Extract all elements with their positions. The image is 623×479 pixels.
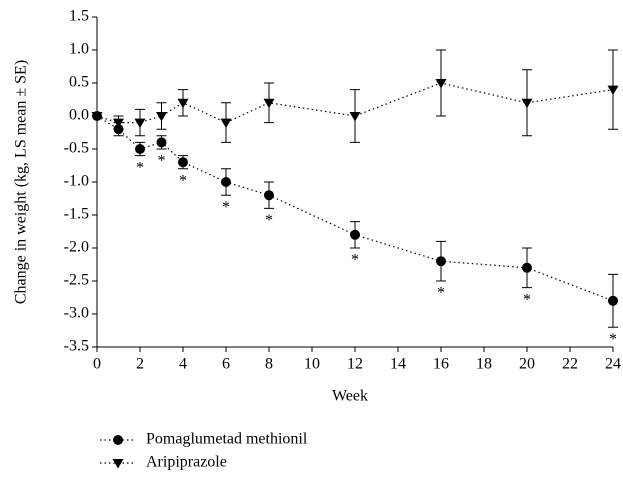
significance-mark: * (609, 331, 617, 348)
significance-mark: * (523, 291, 531, 308)
y-tick-label: -2.0 (64, 239, 89, 256)
y-tick-label: -2.5 (64, 272, 89, 289)
significance-mark: * (136, 159, 144, 176)
point (134, 118, 146, 129)
y-tick-label: -3.0 (64, 305, 89, 322)
significance-mark: * (179, 172, 187, 189)
point (178, 157, 188, 168)
point (113, 118, 124, 129)
legend-label: Pomaglumetad methionil (146, 431, 308, 448)
point (435, 79, 447, 89)
x-tick-label: 6 (222, 356, 230, 373)
point (220, 118, 232, 129)
point (177, 98, 189, 109)
significance-mark: * (158, 153, 166, 170)
point (135, 144, 145, 154)
significance-mark: * (351, 252, 359, 269)
x-tick-label: 22 (562, 356, 578, 373)
series-line (96, 82, 614, 124)
x-tick-label: 20 (519, 356, 535, 373)
x-tick-label: 10 (304, 356, 320, 373)
point (349, 112, 361, 122)
x-axis-label: Week (332, 388, 368, 405)
point (156, 112, 167, 122)
x-tick-label: 14 (390, 356, 406, 373)
x-tick-label: 0 (93, 356, 101, 373)
point (436, 256, 446, 267)
significance-mark: * (437, 285, 445, 302)
y-tick-label: 1.5 (69, 8, 89, 25)
y-tick-label: -1.0 (64, 173, 89, 190)
point (350, 229, 360, 240)
point (91, 112, 103, 122)
x-tick-label: 4 (179, 356, 187, 373)
x-tick-label: 8 (265, 356, 273, 373)
y-tick-label: 1.0 (69, 41, 89, 58)
point (221, 177, 231, 187)
series-line (96, 115, 614, 302)
x-tick-label: 2 (136, 356, 144, 373)
x-tick-label: 16 (433, 356, 449, 373)
point (522, 262, 532, 273)
legend-marker (113, 435, 123, 445)
x-tick-label: 18 (476, 356, 492, 373)
x-tick-label: 12 (347, 356, 363, 373)
x-tick-label: 24 (605, 356, 621, 373)
y-tick-label: -3.5 (64, 338, 89, 355)
y-tick-label: 0.5 (69, 74, 89, 91)
y-tick-label: 0.0 (69, 107, 89, 124)
legend-marker (112, 459, 124, 469)
point (264, 190, 274, 201)
point (607, 85, 619, 96)
significance-mark: * (222, 199, 230, 216)
y-tick-label: -0.5 (64, 140, 89, 157)
point (521, 98, 533, 109)
point (608, 295, 618, 306)
y-axis-label: Change in weight (kg, LS mean ± SE) (13, 60, 30, 304)
point (156, 137, 167, 148)
y-tick-label: -1.5 (64, 206, 89, 223)
significance-mark: * (265, 212, 273, 229)
point (263, 98, 275, 109)
legend-label: Aripiprazole (146, 454, 227, 471)
